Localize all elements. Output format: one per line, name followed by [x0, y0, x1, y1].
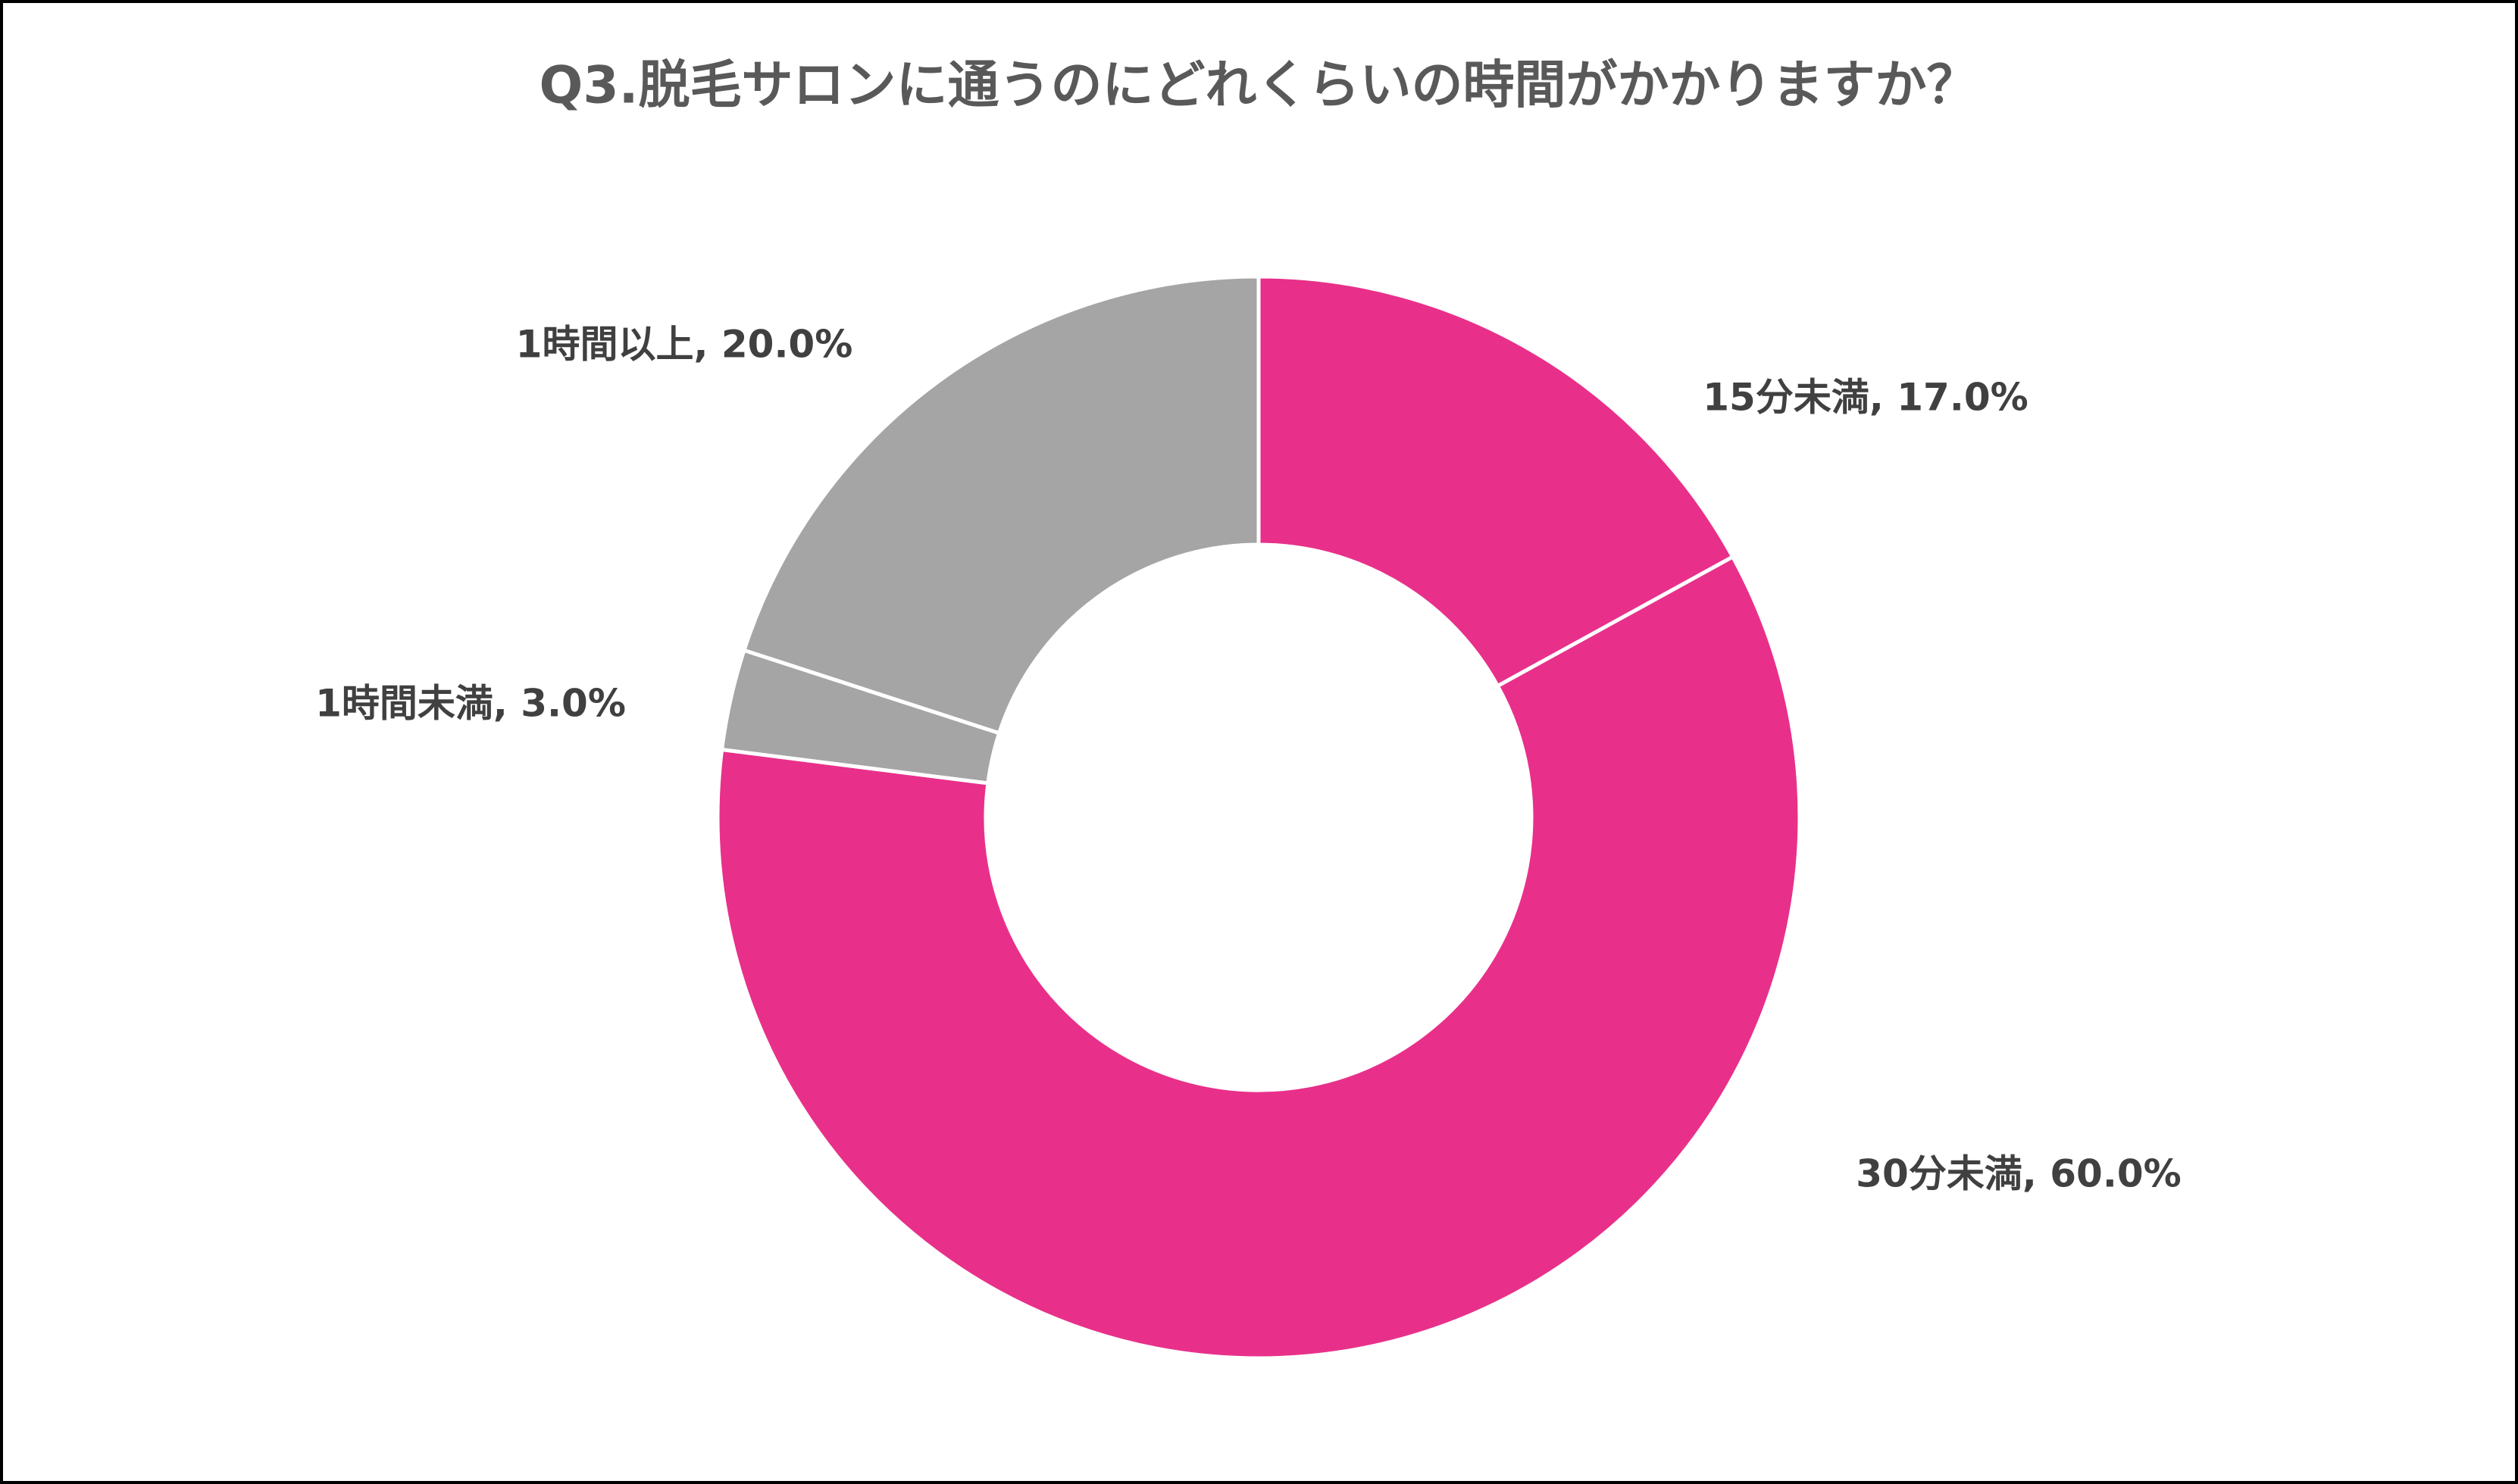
data-label: 1時間以上, 20.0%	[516, 323, 853, 367]
chart-title: Q3.脱毛サロンに通うのにどれくらいの時間がかかりますか？	[540, 56, 1978, 116]
donut-segment	[715, 554, 1802, 1361]
data-label: 30分未満, 60.0%	[1856, 1152, 2181, 1196]
donut-segment	[1256, 274, 1736, 689]
donut-segment	[741, 274, 1261, 736]
data-label: 15分未満, 17.0%	[1703, 376, 2028, 420]
data-label: 1時間未満, 3.0%	[315, 682, 626, 726]
